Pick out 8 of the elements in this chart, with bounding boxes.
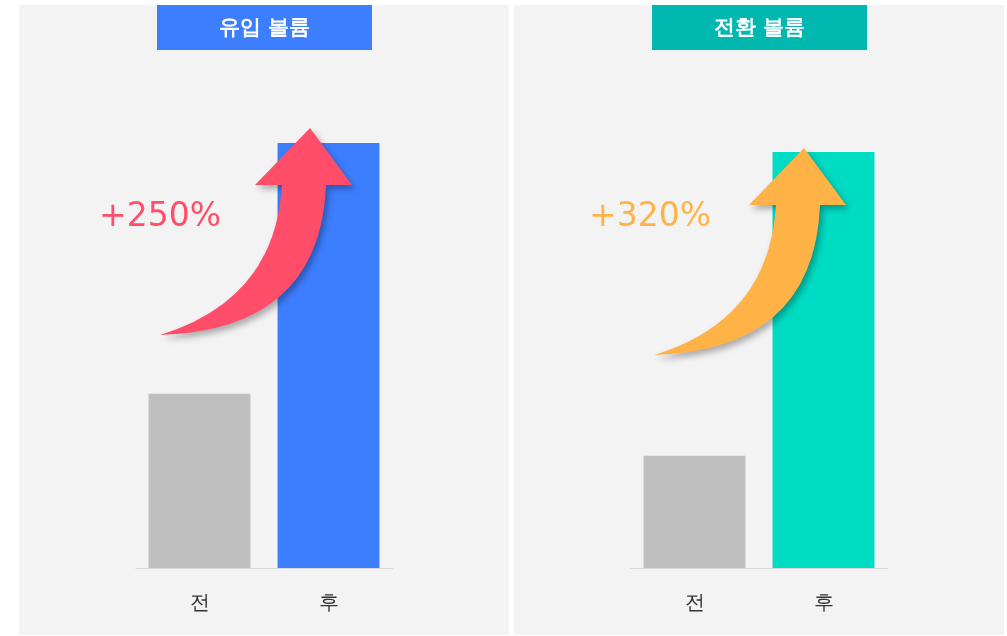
chart-title: 유입 볼륨 (157, 5, 372, 50)
chart-title: 전환 볼륨 (652, 5, 867, 50)
x-tick-label: 후 (813, 589, 834, 614)
annotation: +250% (98, 195, 222, 234)
annotation: +320% (588, 195, 712, 234)
x-tick-label: 후 (318, 589, 339, 614)
x-tick-label: 전 (189, 589, 210, 614)
x-tick-label: 전 (684, 589, 705, 614)
